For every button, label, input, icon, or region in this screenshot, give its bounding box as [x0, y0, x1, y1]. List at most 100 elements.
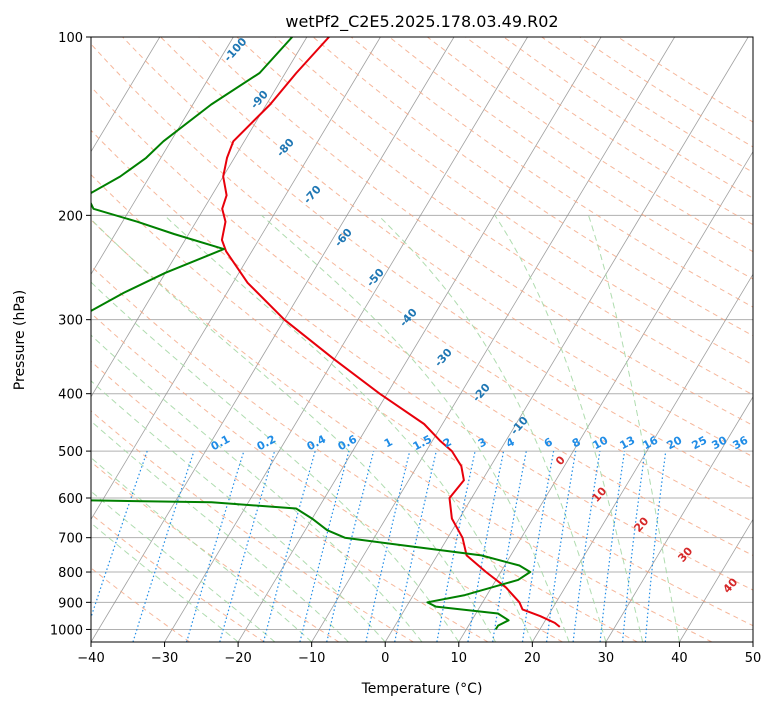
moist-adiabat-line	[377, 214, 607, 642]
dry-adiabat-line	[350, 37, 753, 308]
isotherm-line	[164, 37, 528, 642]
dry-adiabat-line	[198, 37, 753, 426]
isotherm-line	[91, 37, 161, 153]
x-tick-label: 0	[381, 651, 389, 666]
moist-adiabat-line	[91, 281, 460, 642]
mixing-ratio-label: 4	[504, 435, 517, 450]
mixing-ratio-line	[394, 450, 437, 642]
mixing-ratio-label: 0.6	[336, 432, 360, 453]
x-tick-label: −10	[298, 651, 325, 666]
isotherm-line	[91, 37, 381, 521]
x-tick-label: −30	[151, 651, 178, 666]
moist-adiabat-line	[91, 457, 313, 642]
y-tick-label: 900	[58, 596, 83, 611]
mixing-ratio-line	[546, 450, 577, 642]
dry-adiabat-line	[236, 37, 753, 396]
dry-adiabat-line	[541, 37, 753, 173]
mixing-ratio-line	[186, 450, 245, 642]
temperature-trace	[220, 37, 561, 628]
dry-adiabat-line	[91, 461, 340, 642]
isotherm-line	[679, 518, 753, 642]
dry-adiabat-line	[122, 37, 753, 490]
moist-adiabat-line	[261, 214, 570, 642]
grid-layer	[0, 37, 753, 642]
isotherm-line	[605, 396, 753, 642]
y-tick-label: 100	[58, 31, 83, 46]
dry-adiabat-line	[91, 173, 753, 627]
isotherm-line	[458, 150, 753, 642]
x-tick-label: 40	[671, 651, 688, 666]
label-layer: -100-90-80-70-60-50-40-30-20-10010203040…	[209, 35, 751, 596]
x-tick-label: −20	[224, 651, 251, 666]
dry-adiabat-label: -80	[274, 136, 297, 160]
dry-adiabat-line	[427, 37, 753, 253]
mixing-ratio-label: 8	[570, 435, 583, 450]
dry-adiabat-line	[91, 410, 414, 642]
mixing-ratio-line	[326, 450, 375, 642]
moist-adiabat-line	[91, 522, 239, 642]
dry-adiabat-line	[91, 312, 563, 642]
y-tick-label: 1000	[50, 623, 83, 638]
isotherm-line	[91, 37, 234, 275]
x-axis-label: Temperature (°C)	[361, 681, 483, 697]
mixing-ratio-line	[219, 450, 276, 642]
dry-adiabat-line	[91, 513, 265, 642]
mixing-ratio-line	[365, 450, 411, 642]
mixing-ratio-label: 36	[731, 433, 751, 452]
dry-adiabat-line	[617, 37, 753, 123]
y-tick-label: 700	[58, 532, 83, 547]
x-tick-label: 10	[451, 651, 468, 666]
mixing-ratio-label: 0.2	[255, 433, 278, 454]
isotherm-line	[531, 273, 753, 642]
isotherm-line	[91, 37, 455, 642]
isotherm-line	[384, 37, 749, 642]
mixing-ratio-label: 1.5	[411, 433, 434, 454]
moist-adiabat-line	[91, 218, 497, 642]
y-axis-label: Pressure (hPa)	[12, 290, 28, 390]
dry-adiabat-label: 0	[553, 453, 568, 468]
mixing-ratio-line	[572, 451, 601, 642]
dry-adiabat-label: -60	[332, 226, 355, 250]
moist-adiabat-line	[91, 334, 423, 642]
mixing-ratio-line	[262, 450, 316, 642]
dry-adiabat-line	[274, 37, 753, 366]
x-tick-label: 20	[524, 651, 541, 666]
mixing-ratio-label: 6	[542, 435, 555, 450]
mixing-ratio-label: 16	[641, 433, 661, 452]
dry-adiabat-label: 10	[589, 484, 609, 504]
plot-frame	[90, 36, 754, 643]
data-layer	[91, 37, 561, 630]
y-tick-label: 300	[58, 314, 83, 329]
dry-adiabat-label: 30	[675, 544, 695, 564]
dry-adiabat-line	[91, 265, 638, 642]
mixing-ratio-label: 0.1	[209, 433, 232, 454]
isotherm-line	[0, 37, 13, 642]
dry-adiabat-line	[91, 43, 753, 523]
isotherm-line	[237, 37, 602, 642]
mixing-ratio-label: 2	[441, 435, 454, 450]
mixing-ratio-label: 13	[618, 434, 638, 453]
dry-adiabat-label: -30	[432, 346, 455, 370]
y-tick-label: 400	[58, 388, 83, 403]
moist-adiabat-line	[91, 380, 386, 642]
mixing-ratio-label: 10	[591, 433, 611, 452]
mixing-ratio-label: 20	[665, 433, 685, 452]
dry-adiabat-line	[91, 360, 489, 642]
dry-adiabat-label: -70	[301, 183, 324, 207]
dry-adiabat-line	[91, 219, 713, 642]
mixing-ratio-label: 25	[690, 434, 710, 453]
y-tick-label: 500	[58, 445, 83, 460]
dry-adiabat-label: 20	[631, 514, 651, 534]
moist-adiabat-line	[588, 215, 680, 642]
isotherm-line	[752, 641, 753, 642]
moist-adiabat-line	[91, 490, 276, 642]
moist-adiabat-line	[164, 214, 533, 642]
mixing-ratio-line	[132, 450, 195, 642]
mixing-ratio-line	[644, 451, 667, 642]
isotherm-line	[91, 37, 308, 398]
mixing-ratio-line	[299, 450, 350, 642]
dry-adiabat-line	[91, 567, 190, 642]
mixing-ratio-line	[622, 451, 646, 642]
